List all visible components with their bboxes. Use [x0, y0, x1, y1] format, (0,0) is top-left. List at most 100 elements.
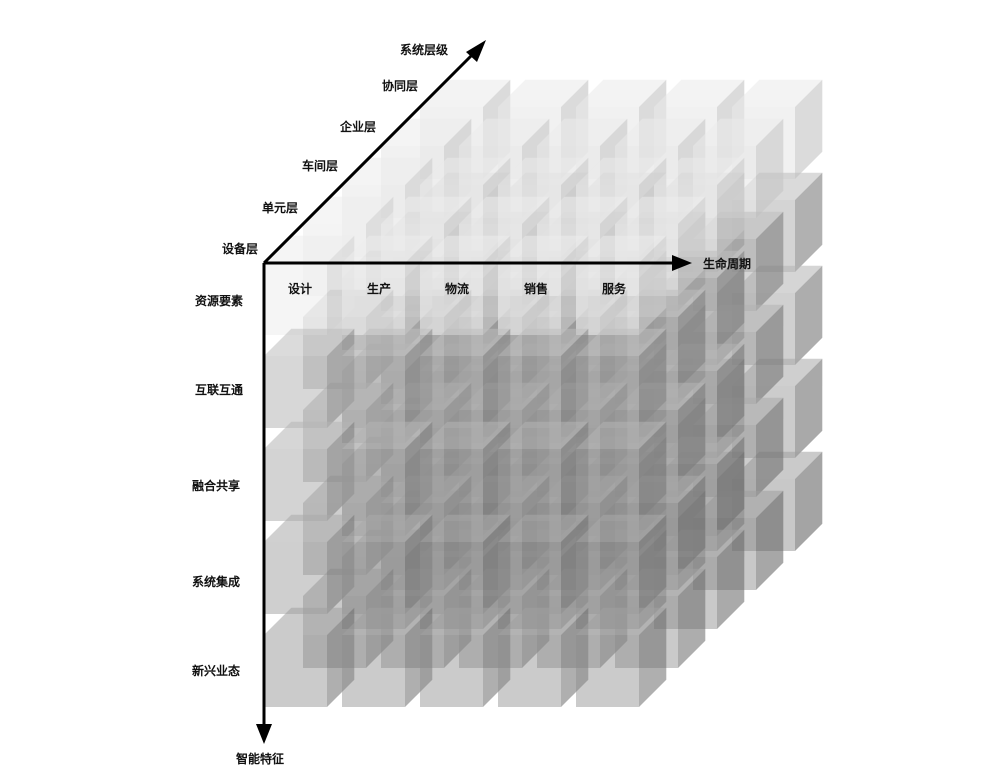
- cube-cell-top: [498, 514, 589, 542]
- cube-cell-side: [639, 607, 667, 707]
- cube-cell-front: [576, 635, 639, 707]
- cube-cell-top: [654, 157, 745, 185]
- cube-cell-front: [264, 449, 327, 521]
- cube-cell-front: [342, 635, 405, 707]
- cube-cell-side: [717, 157, 745, 257]
- system-level-label: 企业层: [339, 119, 376, 134]
- cube-cell-top: [342, 235, 433, 263]
- cube-cell-top: [264, 607, 355, 635]
- cube-cell-side: [756, 304, 784, 404]
- cube-cell-top: [342, 607, 433, 635]
- cube-cell-top: [459, 118, 550, 146]
- cube-cell-front: [498, 263, 561, 335]
- cube-cell-front: [498, 542, 561, 614]
- cube-cell-front: [576, 263, 639, 335]
- lifecycle-stage-label: 生产: [367, 281, 391, 296]
- lifecycle-arrow-icon: [672, 255, 692, 271]
- cube-cell-front: [420, 635, 483, 707]
- system-level-label: 车间层: [302, 158, 338, 173]
- intelligent-features-axis-title: 智能特征: [235, 751, 284, 766]
- cube-cell-side: [717, 436, 745, 536]
- cube-cell-front: [342, 449, 405, 521]
- lifecycle-stage-label: 服务: [602, 281, 627, 296]
- cube-cell-top: [420, 607, 511, 635]
- system-level-label: 设备层: [222, 241, 258, 256]
- cube-cell-front: [342, 542, 405, 614]
- cube-cell-front: [420, 263, 483, 335]
- cube-cell-top: [264, 514, 355, 542]
- cube-cell-top: [615, 196, 706, 224]
- cube-cell-top: [342, 421, 433, 449]
- cube-cell-side: [717, 343, 745, 443]
- cube-cells: [264, 79, 823, 707]
- cube-cell-front: [342, 263, 405, 335]
- cube-cell-front: [576, 449, 639, 521]
- cube-cell-top: [576, 79, 667, 107]
- cube-cell-side: [795, 451, 823, 551]
- cube-cell-top: [498, 328, 589, 356]
- cube-cell-side: [678, 382, 706, 482]
- cube-cell-side: [756, 397, 784, 497]
- cube-cell-side: [756, 211, 784, 311]
- cube-cell-front: [420, 356, 483, 428]
- lifecycle-stage-label: 销售: [524, 281, 548, 296]
- cube-cell-top: [498, 235, 589, 263]
- lifecycle-stage-label: 物流: [445, 281, 469, 296]
- cube-cell-top: [498, 79, 589, 107]
- system-level-axis: [262, 45, 482, 265]
- cube-cell-top: [576, 514, 667, 542]
- cube-cell-top: [381, 196, 472, 224]
- cube-cell-top: [498, 421, 589, 449]
- cube-cell-top: [498, 157, 589, 185]
- system-level-arrow-icon: [466, 40, 486, 62]
- axes: [256, 40, 692, 744]
- cube-cell-top: [576, 421, 667, 449]
- cube-cell-top: [420, 421, 511, 449]
- cube-cell-side: [639, 514, 667, 614]
- cube-cell-front: [498, 635, 561, 707]
- intelligent-feature-label: 互联互通: [195, 382, 243, 397]
- cube-cell-top: [732, 79, 823, 107]
- lifecycle-axis-title: 生命周期: [703, 256, 751, 271]
- cube-cell-top: [498, 607, 589, 635]
- cube-cell-side: [795, 358, 823, 458]
- cube-cell-front: [264, 542, 327, 614]
- cube-cell-front: [342, 356, 405, 428]
- cube-cell-top: [693, 118, 784, 146]
- cube-cell-top: [576, 328, 667, 356]
- cube-cell-front: [264, 356, 327, 428]
- cube-cell-top: [537, 118, 628, 146]
- intelligent-features-arrow-icon: [256, 724, 272, 744]
- cube-cell-top: [420, 157, 511, 185]
- cube-cell-side: [795, 265, 823, 365]
- cube-cell-top: [576, 607, 667, 635]
- intelligent-feature-label: 融合共享: [192, 478, 240, 493]
- cube-cell-side: [717, 250, 745, 350]
- system-level-label: 协同层: [382, 78, 418, 93]
- cube-cell-top: [615, 118, 706, 146]
- cube-cell-top: [654, 79, 745, 107]
- intelligent-feature-label: 新兴业态: [192, 663, 240, 678]
- cube-cell-front: [264, 635, 327, 707]
- cube-cell-top: [420, 514, 511, 542]
- cube-cell-top: [537, 196, 628, 224]
- cube-cell-side: [678, 196, 706, 296]
- intelligent-feature-label: 系统集成: [192, 574, 240, 589]
- cube-cell-front: [420, 542, 483, 614]
- cube-cell-top: [342, 514, 433, 542]
- cube-cell-side: [795, 79, 823, 179]
- cube-cell-front: [264, 263, 327, 335]
- cube-cell-side: [756, 118, 784, 218]
- cube-cell-top: [420, 235, 511, 263]
- cube-cell-side: [678, 568, 706, 668]
- cube-cell-side: [717, 529, 745, 629]
- cube-cell-top: [576, 235, 667, 263]
- cube-cell-front: [576, 542, 639, 614]
- cube-cell-front: [498, 449, 561, 521]
- cube-cell-side: [639, 421, 667, 521]
- cube-cell-top: [264, 328, 355, 356]
- cube-cell-top: [459, 196, 550, 224]
- cube-cell-top: [264, 421, 355, 449]
- intelligent-feature-label: 资源要素: [195, 293, 243, 308]
